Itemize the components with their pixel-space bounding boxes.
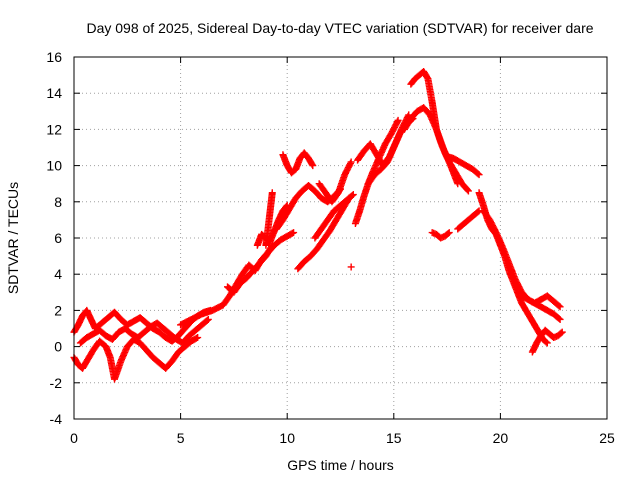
- data-point: [556, 315, 564, 323]
- y-tick-label: 4: [54, 266, 62, 282]
- x-axis-label: GPS time / hours: [287, 457, 394, 473]
- x-tick-label: 20: [493, 430, 509, 446]
- data-point: [348, 191, 356, 199]
- data-point: [204, 315, 212, 323]
- data-point: [288, 229, 296, 237]
- x-tick-label: 25: [599, 430, 615, 446]
- data-point: [474, 208, 482, 216]
- data-point: [542, 338, 550, 346]
- data-point: [444, 229, 452, 237]
- y-tick-label: 12: [46, 121, 62, 137]
- data-point: [267, 243, 275, 251]
- data-point: [474, 170, 482, 178]
- data-point: [192, 334, 200, 342]
- data-point: [475, 171, 483, 179]
- y-tick-label: 14: [46, 85, 62, 101]
- data-point: [445, 229, 453, 237]
- data-point: [347, 158, 355, 166]
- data-point: [556, 303, 564, 311]
- data-point: [347, 263, 355, 271]
- y-tick-label: 16: [46, 49, 62, 65]
- y-tick-label: 10: [46, 158, 62, 174]
- y-tick-label: -4: [50, 411, 63, 427]
- data-point: [394, 116, 402, 124]
- grid-lines: [74, 57, 607, 419]
- y-tick-label: 0: [54, 339, 62, 355]
- data-point: [555, 302, 563, 310]
- x-tick-label: 15: [386, 430, 402, 446]
- data-point: [268, 189, 276, 197]
- data-point: [290, 229, 298, 237]
- data-point: [543, 339, 551, 347]
- data-point: [194, 334, 202, 342]
- data-point: [557, 329, 565, 337]
- y-tick-label: -2: [50, 375, 63, 391]
- data-point: [268, 241, 276, 249]
- data-point: [203, 316, 211, 324]
- data-point: [308, 160, 316, 168]
- x-tick-label: 5: [177, 430, 185, 446]
- data-point: [464, 187, 472, 195]
- data-point: [309, 162, 317, 170]
- data-point: [464, 186, 472, 194]
- y-tick-label: 8: [54, 194, 62, 210]
- data-point: [555, 315, 563, 323]
- data-points: [70, 67, 566, 383]
- y-tick-label: 6: [54, 230, 62, 246]
- data-point: [558, 328, 566, 336]
- data-point: [393, 118, 401, 126]
- data-point: [346, 159, 354, 167]
- axis-ticks: 0 5 10 15 20 25 -4 -2 0 2 4 6 8 10 12 14 16: [46, 49, 615, 446]
- plot-frame: [73, 56, 608, 420]
- y-tick-label: 2: [54, 302, 62, 318]
- x-tick-label: 0: [70, 430, 78, 446]
- chart-title: Day 098 of 2025, Sidereal Day-to-day VTE…: [86, 20, 593, 36]
- y-axis-label: SDTVAR / TECUs: [5, 182, 21, 294]
- data-point: [349, 191, 357, 199]
- x-tick-label: 10: [279, 430, 295, 446]
